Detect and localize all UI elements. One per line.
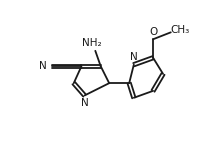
Text: CH₃: CH₃	[170, 25, 190, 35]
Text: NH₂: NH₂	[82, 38, 102, 48]
Text: N: N	[81, 98, 88, 108]
Text: N: N	[39, 61, 47, 71]
Text: O: O	[149, 27, 157, 37]
Text: N: N	[130, 52, 138, 62]
